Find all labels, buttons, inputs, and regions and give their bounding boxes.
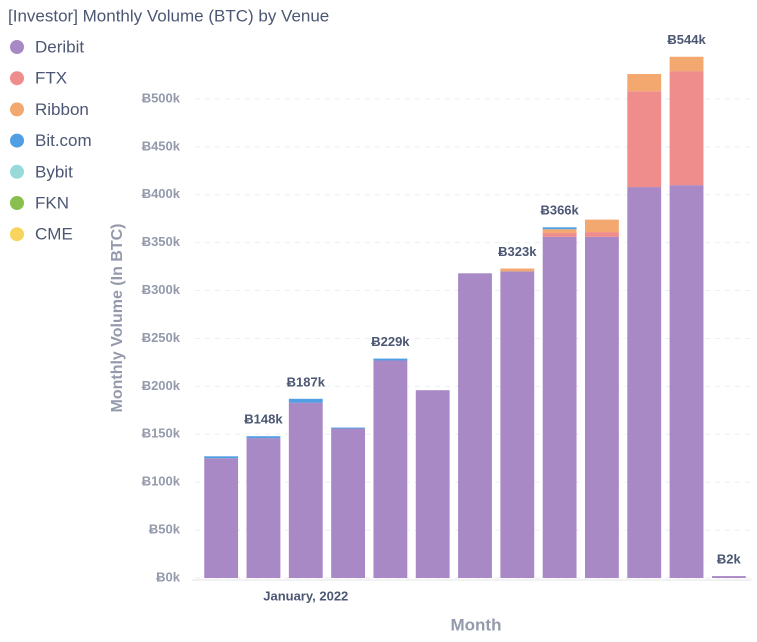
chart-title: [Investor] Monthly Volume (BTC) by Venue [8, 6, 329, 25]
bar-segment [711, 576, 746, 578]
legend-swatch [10, 227, 24, 242]
legend-label: CME [35, 225, 73, 244]
x-tick-label: January, 2022 [263, 588, 348, 603]
y-tick-label: Ƀ250k [142, 330, 181, 345]
total-label: Ƀ148k [244, 412, 283, 427]
bar-segment [246, 438, 281, 578]
y-tick-label: Ƀ400k [142, 186, 181, 201]
x-axis-label: Month [451, 615, 502, 634]
bar-segment [542, 236, 577, 578]
bar-segment [288, 398, 323, 403]
bar-segment [331, 428, 365, 578]
legend-swatch [10, 133, 24, 148]
total-label: Ƀ2k [717, 552, 742, 567]
bar-segment [669, 56, 704, 72]
bar-segment [373, 360, 408, 578]
y-tick-label: Ƀ150k [142, 426, 181, 441]
y-tick-label: Ƀ300k [142, 282, 181, 297]
bar-segment [500, 271, 535, 578]
legend-swatch [10, 164, 24, 179]
bar-segment [669, 71, 704, 186]
total-label: Ƀ229k [371, 334, 410, 349]
bar-segment [542, 227, 577, 230]
y-tick-label: Ƀ350k [142, 234, 181, 249]
total-label: Ƀ544k [667, 32, 706, 47]
legend-label: Bybit [35, 162, 73, 181]
bar-segment [627, 73, 662, 92]
bar-segment [373, 358, 408, 361]
bar-segment [669, 185, 704, 579]
bar-segment [627, 187, 662, 578]
legend-swatch [10, 196, 24, 210]
bar-segment [585, 232, 619, 237]
bar-segment [542, 233, 577, 237]
total-label: Ƀ366k [540, 203, 579, 218]
bar-segment [627, 91, 662, 188]
bar-segment [288, 402, 323, 578]
y-tick-label: Ƀ0k [156, 569, 181, 584]
bar-segment [500, 268, 535, 272]
legend-swatch [10, 40, 24, 54]
legend-swatch [10, 71, 24, 86]
y-tick-label: Ƀ450k [142, 138, 181, 153]
legend-label: Bit.com [35, 131, 92, 150]
total-label: Ƀ323k [498, 244, 537, 259]
legend-swatch [10, 102, 24, 117]
legend-label: Deribit [35, 37, 84, 56]
bar-segment [246, 436, 281, 439]
legend-label: FTX [35, 69, 67, 88]
bar-segment [331, 427, 365, 429]
y-axis-label: Monthly Volume (In BTC) [109, 223, 126, 412]
bar-segment [542, 229, 577, 234]
legend-label: FKN [35, 193, 69, 212]
bar-segment [204, 458, 239, 578]
bar-segment [415, 390, 450, 578]
total-label: Ƀ187k [287, 374, 326, 389]
bar-segment [585, 236, 619, 578]
bar-segment [204, 456, 239, 459]
bar-segment [458, 273, 492, 578]
legend-label: Ribbon [35, 100, 89, 119]
bar-segment [585, 219, 619, 233]
y-tick-label: Ƀ50k [149, 522, 181, 537]
y-tick-label: Ƀ100k [142, 474, 181, 489]
y-tick-label: Ƀ500k [142, 90, 181, 105]
y-tick-label: Ƀ200k [142, 378, 181, 393]
